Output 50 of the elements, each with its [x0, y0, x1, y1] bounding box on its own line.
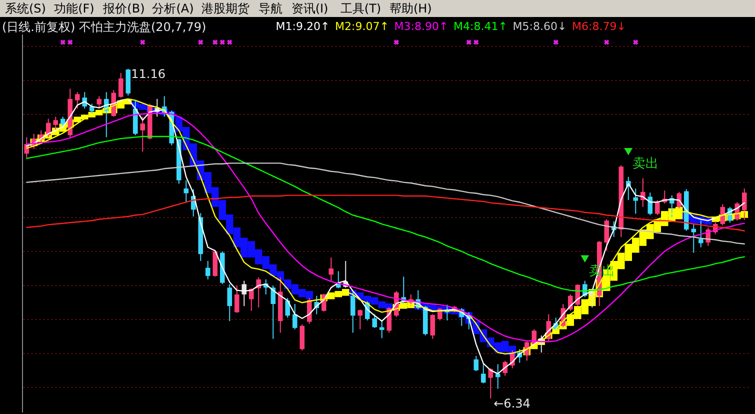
text: ←6.34: [494, 396, 530, 410]
candlestick: [126, 68, 131, 96]
candlestick: [74, 92, 80, 110]
candlestick: [242, 280, 247, 307]
chart-title: (日线.前复权) 不怕主力洗盘(20,7,79): [2, 20, 206, 34]
text: M5:8.60↓: [512, 20, 567, 33]
candlestick: [633, 188, 638, 214]
candlestick: [227, 284, 232, 322]
candlestick: [118, 72, 124, 98]
text: M3:8.90↑: [394, 20, 448, 33]
candlestick: [234, 285, 240, 314]
candlestick: [604, 218, 610, 252]
candlestick: [248, 288, 254, 312]
text: 报价(B): [102, 2, 145, 16]
candlestick: [372, 314, 378, 328]
text: M2:9.07↑: [335, 20, 389, 33]
candlestick: [568, 294, 573, 312]
text: 11.16: [131, 66, 166, 81]
candlestick: [691, 224, 696, 254]
text: 港股期货: [201, 2, 250, 16]
candlestick: [358, 308, 363, 330]
text: 资讯(I): [291, 2, 328, 16]
candlestick: [184, 180, 189, 203]
text: 系统(S): [5, 2, 46, 16]
candlestick: [270, 285, 276, 340]
candlestick: [285, 297, 290, 318]
candlestick: [328, 257, 334, 282]
candlestick: [205, 260, 210, 280]
candlestick: [96, 96, 102, 110]
text: 工具(T): [340, 2, 382, 16]
text: 帮助(H): [389, 2, 432, 16]
text: 卖出: [632, 156, 658, 172]
candlestick: [474, 355, 479, 372]
candlestick: [654, 200, 660, 216]
candlestick: [292, 304, 298, 330]
candlestick: [495, 364, 500, 390]
candlestick: [350, 292, 356, 334]
text: 分析(A): [152, 2, 194, 16]
candlestick: [488, 368, 494, 399]
candlestick: [140, 116, 146, 152]
candlestick: [379, 320, 384, 339]
candlestick: [648, 192, 653, 216]
text: 导航: [258, 2, 282, 16]
text: 功能(F): [54, 2, 94, 16]
text: M6:8.79↓: [572, 20, 626, 33]
candlestick: [300, 324, 305, 351]
candlestick: [480, 362, 486, 384]
text: M4:8.41↑: [454, 20, 508, 33]
text: M1:9.20↑: [276, 20, 330, 33]
candlestick: [430, 314, 436, 340]
